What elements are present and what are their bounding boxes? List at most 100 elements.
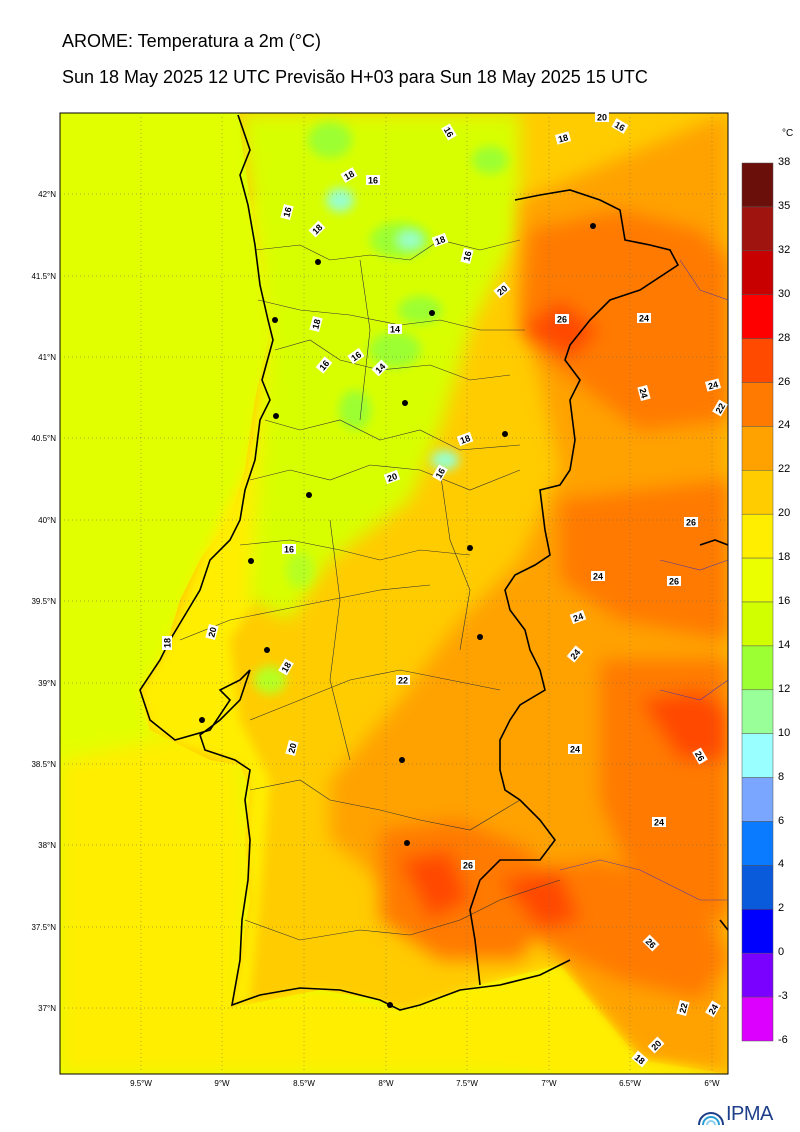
contour-label-bg: [569, 609, 587, 625]
contour-label-bg: [366, 175, 380, 185]
contour-label-text: 18: [434, 234, 447, 247]
lat-label: 37°N: [38, 1004, 56, 1013]
lat-axis-labels: 42°N 41.5°N 41°N 40.5°N 40°N 39.5°N 39°N…: [31, 190, 56, 1013]
contour-label-text: 16: [368, 176, 378, 186]
contour-label: 22: [396, 675, 410, 686]
contour-label: 24: [704, 378, 722, 392]
contour-label: 18: [554, 131, 572, 145]
contour-label: 18: [162, 636, 173, 650]
contour-label: 24: [705, 1000, 721, 1018]
contour-label: 24: [566, 645, 584, 663]
colorbar-level-label: 20: [778, 507, 791, 520]
lat-label: 37.5°N: [31, 923, 56, 932]
contour-label-text: 24: [707, 379, 719, 391]
contour-label-bg: [282, 544, 296, 554]
colorbar-swatch: [741, 996, 774, 1042]
contour-label-text: 16: [284, 545, 294, 555]
contour-label-text: 18: [310, 318, 322, 330]
contour-label-bg: [647, 1036, 665, 1054]
contour-label: 16: [460, 247, 474, 265]
plot-frame: [59, 112, 729, 1075]
colorbar-level-label: 26: [778, 375, 791, 388]
contour-label-text: 20: [597, 113, 607, 123]
contour-label-bg: [631, 1050, 649, 1068]
colorbar-level-label: 38: [778, 156, 791, 168]
colorbar-level-label: 30: [778, 287, 791, 300]
contour-label-bg: [493, 281, 511, 299]
contour-label: 20: [205, 623, 219, 641]
contour-label: 24: [591, 571, 605, 582]
lon-label: 7.5°W: [456, 1079, 478, 1088]
coastline-and-border: [139, 114, 729, 1011]
contour-label-bg: [637, 384, 651, 402]
contour-label-text: 20: [386, 471, 399, 484]
contour-label: 18: [278, 658, 294, 676]
lon-label: 8.5°W: [293, 1079, 315, 1088]
contour-label: 18: [431, 232, 449, 248]
map-title: AROME: Temperatura a 2m (°C): [62, 31, 321, 51]
contour-label-bg: [280, 203, 294, 221]
lon-label: 6°W: [704, 1079, 720, 1088]
contour-label: 16: [347, 347, 365, 365]
contour-label: 16: [280, 203, 294, 221]
lon-label: 9.5°W: [130, 1079, 152, 1088]
contour-label: 22: [676, 999, 690, 1017]
colorbar-swatch: [741, 382, 774, 427]
contour-label: 20: [383, 469, 401, 485]
contour-label-bg: [642, 934, 660, 952]
contour-label-text: 26: [463, 861, 473, 871]
contour-label: 24: [569, 609, 587, 625]
contour-label-text: 20: [495, 283, 509, 297]
contour-label: 26: [461, 860, 475, 871]
contour-label: 18: [309, 315, 323, 333]
lat-label: 40.5°N: [31, 434, 56, 443]
colorbar-swatch: [741, 777, 774, 822]
colorbar-swatch: [741, 206, 774, 252]
contour-label-text: 16: [317, 358, 331, 372]
contour-label-text: 16: [434, 466, 448, 480]
colorbar-level-label: 28: [778, 331, 791, 344]
lat-label: 39°N: [38, 679, 56, 688]
colorbar-level-label: 32: [778, 243, 791, 256]
contour-label: 18: [340, 167, 358, 183]
contour-label-text: 18: [557, 132, 569, 144]
contour-label: 26: [684, 517, 698, 528]
graticule: [60, 113, 728, 1074]
contour-label-bg: [591, 571, 605, 581]
colorbar-swatch: [741, 733, 774, 778]
contour-label-bg: [285, 739, 299, 757]
contour-label: 20: [285, 739, 299, 757]
contour-label: 16: [366, 175, 380, 186]
contour-label: 26: [667, 576, 681, 587]
contour-label-text: 16: [442, 125, 456, 139]
colorbar-swatch: [741, 909, 774, 954]
contour-label: 26: [692, 747, 708, 765]
contour-label: 14: [388, 324, 402, 335]
lat-label: 41.5°N: [31, 272, 56, 281]
colorbar-level-label: 6: [778, 814, 785, 827]
contour-label-text: 16: [281, 206, 293, 218]
contour-label-bg: [704, 378, 722, 392]
colorbar-swatch: [741, 645, 774, 691]
colorbar-level-label: 16: [778, 595, 791, 607]
contour-label-bg: [712, 399, 728, 417]
colorbar-level-label: 35: [778, 199, 791, 212]
lat-label: 40°N: [38, 516, 56, 525]
contour-label-bg: [315, 356, 333, 374]
colorbar-swatch: [741, 338, 774, 383]
colorbar-swatch: [741, 294, 774, 339]
contour-label-bg: [684, 517, 698, 527]
contour-label-text: 22: [677, 1002, 689, 1014]
contour-label-text: 16: [613, 120, 627, 134]
contour-label-text: 22: [398, 676, 408, 686]
contour-label-bg: [278, 658, 294, 676]
contour-label: 18: [631, 1050, 649, 1068]
colorbar-level-label: 2: [778, 902, 785, 915]
lat-label: 41°N: [38, 353, 56, 362]
contour-label-text: 18: [163, 638, 173, 648]
colorbar-level-label: 12: [778, 682, 791, 695]
colorbar-level-label: 18: [778, 551, 791, 564]
contour-label-bg: [388, 324, 402, 334]
colorbar-swatch: [741, 689, 774, 734]
